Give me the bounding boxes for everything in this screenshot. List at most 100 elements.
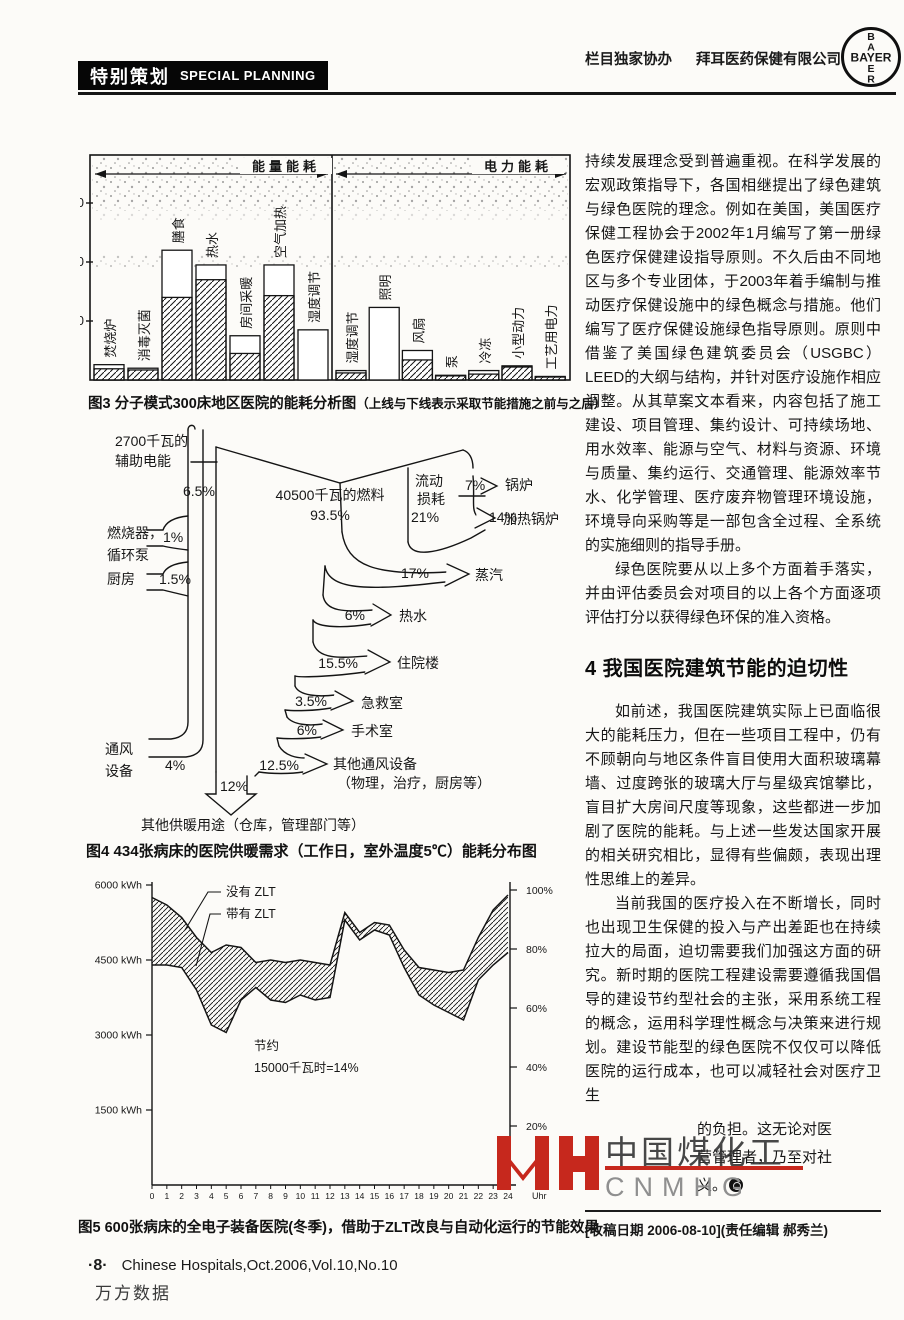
fig3-section-label-bg	[240, 158, 332, 174]
fig4-heatboiler-label: 加热锅炉	[503, 511, 559, 527]
fig4-heatboiler-value: 14%	[489, 509, 517, 525]
fig5-x-tick-label: 3	[194, 1191, 199, 1201]
fig5-x-tick-label: 9	[283, 1191, 288, 1201]
fig5-x-tick-label: 8	[268, 1191, 273, 1201]
fig3-bar-label: 冷冻	[478, 338, 493, 364]
fig3-bar-label: 空气加热	[273, 206, 288, 258]
sponsor-line: 栏目独家协办 拜耳医药保健有限公司	[585, 48, 841, 69]
fig4-branch-tips	[302, 477, 499, 775]
article-paragraph-3: 如前述，我国医院建筑实际上已面临很大的能耗压力，但在一些项目工程中，仍有不顾朝向…	[585, 703, 881, 888]
text-fragment-end: 义。	[697, 1177, 728, 1194]
bayer-logo-v3: E	[867, 63, 874, 75]
fig3-bar-after	[229, 352, 261, 381]
fig4-kitchen-label: 厨房	[107, 571, 135, 587]
fig4-aux-label-1: 2700千瓦的	[115, 433, 188, 449]
fig4-labels: 2700千瓦的 辅助电能 6.5% 燃烧器， 循环泵 1% 厨房 1.5% 40…	[105, 433, 559, 833]
received-date-line: [收稿日期 2006-08-10](责任编辑 郝秀兰)	[585, 1210, 881, 1243]
fig4-vent-label-2: 设备	[105, 763, 133, 779]
fig5-x-tick-label: 10	[296, 1191, 306, 1201]
fig5-left-tick-label: 3000 kWh	[95, 1030, 142, 1042]
obscured-text-fragments: 的负担。这无论对医 营管理者，乃至对社 义。	[585, 1116, 881, 1200]
fig5-x-tick-label: 0	[150, 1191, 155, 1201]
fig3-bar-after	[161, 296, 193, 381]
fig4-heat-flow-diagram: 2700千瓦的 辅助电能 6.5% 燃烧器， 循环泵 1% 厨房 1.5% 40…	[105, 424, 559, 833]
text-fragment: 营管理者，乃至对社	[697, 1149, 833, 1166]
fig4-steam-value: 17%	[401, 565, 429, 581]
bayer-logo-v1: B	[867, 31, 875, 43]
fig4-ward-value: 15.5%	[318, 655, 358, 671]
article-paragraph-2: 绿色医院要从以上多个方面着手落实，并由评估委员会对项目的以上各个方面逐项评估打分…	[585, 561, 881, 626]
fig4-aux-value: 6.5%	[183, 483, 215, 499]
fig3-bar-after	[335, 372, 367, 381]
fig3-y-tick-label: 30	[80, 196, 84, 210]
fig3-bar-label: 焚烧炉	[103, 319, 118, 358]
fig5-right-tick-label: 20%	[526, 1121, 547, 1133]
fig3-bar-label: 膳食	[171, 217, 186, 243]
fig4-fuel-label: 40500千瓦的燃料	[276, 487, 385, 503]
fig5-left-tick-label: 4500 kWh	[95, 955, 142, 967]
fig4-fuel-value: 93.5%	[310, 507, 350, 523]
fig4-aux-top	[187, 424, 196, 431]
fig5-right-tick-label: 100%	[526, 885, 553, 897]
fig5-legend-leader	[184, 891, 221, 931]
fig3-bar-after	[534, 376, 566, 381]
fig4-operating-value: 6%	[297, 722, 317, 738]
fig4-operating-label: 手术室	[351, 723, 393, 739]
fig3-bar-before	[368, 306, 400, 381]
fig3-bar-label: 热水	[205, 232, 220, 258]
bayer-logo-v2: A	[867, 42, 875, 54]
bayer-logo-horizontal-text: BAYER	[851, 51, 892, 65]
fig5-x-tick-label: 4	[209, 1191, 214, 1201]
fig3-caption-text: 图3 分子模式300床地区医院的能耗分析图	[88, 396, 357, 412]
fig4-loss-label-1: 流动	[415, 473, 443, 489]
fig5-x-tick-label: 21	[459, 1191, 469, 1201]
fig4-flow-paths	[146, 424, 486, 816]
fig4-boiler-label: 锅炉	[505, 477, 533, 493]
fig4-otherheat-value: 12%	[220, 778, 248, 794]
fig3-caption: 图3 分子模式300床地区医院的能耗分析图（上线与下线表示采取节能措施之前与之后…	[88, 392, 606, 413]
fig3-bar-label: 消毒灭菌	[137, 309, 152, 361]
fig5-caption: 图5 600张病床的全电子装备医院(冬季)，借助于ZLT改良与自动化运行的节能效…	[78, 1216, 599, 1237]
fig5-x-tick-label: 16	[385, 1191, 395, 1201]
fig5-curve-with-zlt	[152, 918, 509, 1034]
fig5-x-tick-label: 19	[429, 1191, 439, 1201]
fig4-burner-value: 1%	[163, 529, 183, 545]
fig3-bar-label: 小型动力	[511, 307, 526, 359]
bayer-logo-icon: BAYER B A E R	[841, 27, 901, 87]
fig3-y-tick-label: 10	[80, 314, 84, 328]
fig5-annotation-2: 15000千瓦时=14%	[254, 1061, 359, 1075]
bayer-logo-v4: R	[867, 74, 875, 86]
fig4-othervent-sub: （物理，治疗，厨房等）	[337, 775, 491, 791]
fig3-bar-label: 风扇	[411, 317, 426, 343]
fig3-section-label: 能量能耗	[252, 159, 320, 174]
fig4-loss-value: 21%	[411, 509, 439, 525]
fig5-x-tick-label: 11	[311, 1191, 320, 1201]
fig5-right-tick-label: 40%	[526, 1062, 547, 1074]
journal-citation: Chinese Hospitals,Oct.2006,Vol.10,No.10	[121, 1257, 398, 1274]
fig4-ward-label: 住院楼	[397, 655, 439, 671]
fig5-legend-leader	[195, 913, 221, 967]
fig5-right-tick-label: 60%	[526, 1003, 547, 1015]
fig5-x-tick-label: 2	[179, 1191, 184, 1201]
fig5-curve-without-zlt	[151, 894, 509, 974]
fig5-x-tick-label: 5	[224, 1191, 229, 1201]
text-fragment: 的负担。这无论对医	[697, 1121, 833, 1138]
fig5-x-tick-label: 7	[253, 1191, 258, 1201]
fig3-arrowhead-icon	[95, 170, 106, 178]
section-banner: 特别策划 SPECIAL PLANNING	[78, 61, 328, 90]
fig3-bar-after	[195, 279, 227, 381]
fig4-hotwater-value: 6%	[345, 607, 365, 623]
fig3-energy-bar-chart: 能量能耗电力能耗102030焚烧炉消毒灭菌膳食热水房间采暖空气加热湿度调节湿度调…	[80, 154, 571, 381]
fig3-scan-noise	[92, 210, 568, 220]
fig5-x-tick-label: 12	[325, 1191, 335, 1201]
page-footer: ·8· Chinese Hospitals,Oct.2006,Vol.10,No.…	[88, 1257, 398, 1275]
article-paragraph-1: 持续发展理念受到普遍重视。在科学发展的宏观政策指导下，各国相继提出了绿色建筑与绿…	[585, 153, 881, 554]
fig5-x-tick-label: 17	[399, 1191, 409, 1201]
fig4-emergency-label: 急救室	[361, 695, 403, 711]
fig4-vent-value: 4%	[165, 757, 185, 773]
fig5-legend-with-zlt: 带有 ZLT	[226, 907, 276, 921]
fig4-othervent-value: 12.5%	[259, 757, 299, 773]
fig5-x-tick-label: 6	[239, 1191, 244, 1201]
article-paragraph-4: 当前我国的医疗投入在不断增长，同时也出现卫生保健的投入与产出差距也在持续拉大的局…	[585, 895, 881, 1104]
fig5-x-tick-label: 15	[370, 1191, 380, 1201]
